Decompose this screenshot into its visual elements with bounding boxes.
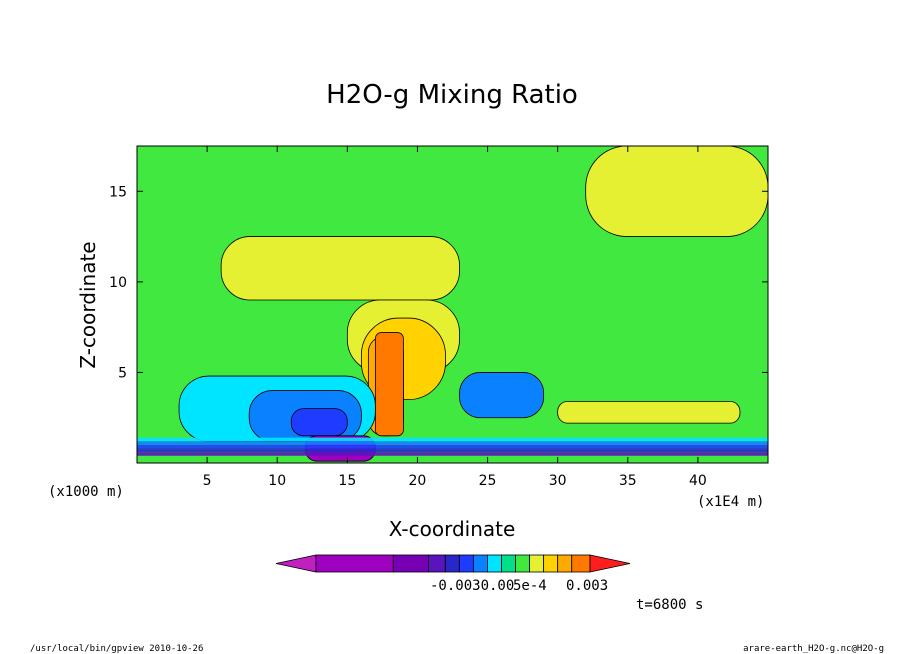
- surface-bands: [137, 332, 768, 456]
- colorbar-segment: [444, 554, 460, 573]
- colorbar-segment: [529, 554, 545, 573]
- colorbar-segment: [543, 554, 559, 573]
- colorbar-arrow-left: [275, 554, 317, 573]
- colorbar-tick-label-2: 5e-4: [513, 578, 547, 594]
- x-axis-label: X-coordinate: [389, 517, 516, 541]
- y-axis: 5 10 15: [109, 184, 768, 381]
- colorbar-segment: [571, 554, 591, 573]
- x-tick-label: 10: [268, 473, 286, 489]
- x-tick-label: 5: [203, 473, 212, 489]
- x-unit-label: (x1E4 m): [697, 494, 764, 510]
- chart-title: H2O-g Mixing Ratio: [326, 80, 578, 110]
- colorbar-segment: [315, 554, 394, 573]
- colorbar-segment: [472, 554, 488, 573]
- colorbar-segment: [487, 554, 502, 573]
- y-tick-label: 15: [109, 184, 127, 200]
- colorbar-segment: [515, 554, 530, 573]
- surface-band: [137, 444, 768, 449]
- plot-area: 5 10 15 20 25 30 35 40 5 10 15: [109, 145, 769, 489]
- x-axis: 5 10 15 20 25 30 35 40: [203, 146, 707, 489]
- x-tick-label: 30: [549, 473, 567, 489]
- y-unit-label: (x1000 m): [48, 484, 124, 500]
- surface-band: [137, 448, 768, 453]
- x-tick-label: 35: [619, 473, 637, 489]
- x-tick-label: 25: [479, 473, 497, 489]
- x-tick-label: 20: [409, 473, 427, 489]
- contour-region-blue: [459, 372, 545, 419]
- surface-band: [137, 452, 768, 456]
- y-tick-label: 5: [118, 365, 127, 381]
- colorbar-tick-label-1: -0.0030.00: [430, 578, 514, 594]
- colorbar-segment: [458, 554, 474, 573]
- footer-left: /usr/local/bin/gpview 2010-10-26: [30, 644, 203, 654]
- contour-region-blue-dark: [290, 408, 348, 437]
- contour-region-yellow: [557, 401, 741, 424]
- colorbar-segment: [392, 554, 429, 573]
- y-axis-label: Z-coordinate: [76, 241, 100, 368]
- colorbar-segment: [501, 554, 516, 573]
- x-tick-label: 15: [338, 473, 356, 489]
- contour-region-yellow: [220, 236, 460, 301]
- plot-frame: [136, 145, 769, 464]
- y-tick-label: 10: [109, 275, 127, 291]
- plume-core: [374, 332, 404, 437]
- colorbar-tick-label-3: 0.003: [566, 578, 608, 594]
- colorbar-segment: [428, 554, 446, 573]
- surface-band: [137, 437, 768, 442]
- colorbar-segment: [557, 554, 573, 573]
- footer-right: arare-earth_H2O-g.nc@H2O-g: [743, 644, 884, 654]
- contour-region-yellow: [585, 145, 769, 237]
- surface-band: [137, 441, 768, 445]
- time-label: t=6800 s: [636, 597, 703, 613]
- colorbar: [275, 554, 631, 573]
- colorbar-arrow-right: [589, 554, 631, 573]
- x-tick-label: 40: [689, 473, 707, 489]
